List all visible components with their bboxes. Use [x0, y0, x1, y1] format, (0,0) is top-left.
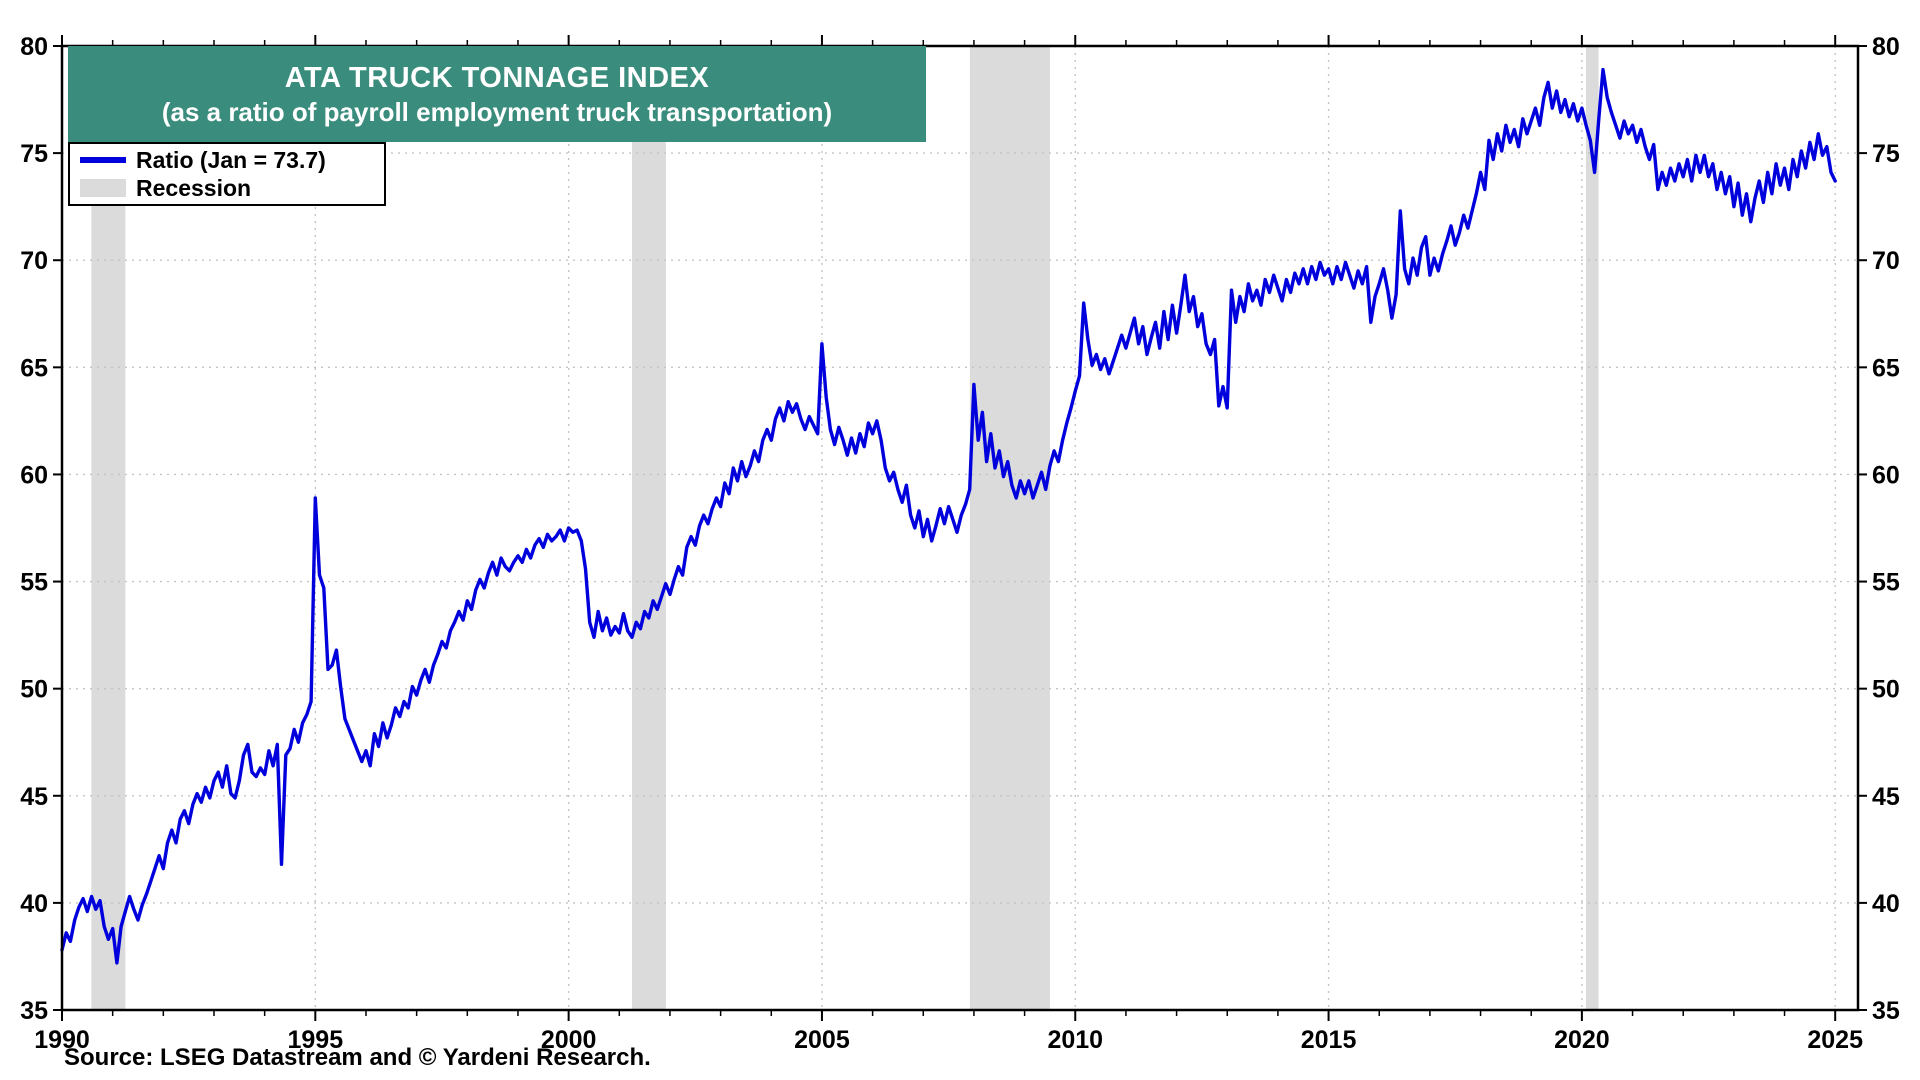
ratio-legend-label: Ratio (Jan = 73.7) [136, 146, 326, 173]
y-axis-label-right: 50 [1872, 676, 1900, 704]
legend-row-recession: Recession [80, 174, 384, 201]
y-axis-label-right: 55 [1872, 569, 1900, 597]
ratio-series-line [60, 67, 1837, 965]
x-axis-label: 1990 [34, 1026, 90, 1054]
recession-band [631, 46, 666, 1010]
ratio-line-swatch [80, 157, 126, 163]
y-axis-label-right: 45 [1872, 783, 1900, 811]
x-axis-label: 2000 [541, 1026, 597, 1054]
y-axis-label-right: 65 [1872, 354, 1900, 382]
y-axis-label-right: 60 [1872, 461, 1900, 489]
y-axis-label-left: 50 [20, 676, 48, 704]
recession-swatch [80, 179, 126, 197]
y-axis-label-right: 35 [1872, 997, 1900, 1025]
recession-band [1585, 46, 1599, 1010]
y-axis-label-left: 80 [20, 33, 48, 61]
legend: Ratio (Jan = 73.7) Recession [68, 142, 386, 206]
x-axis-label: 2020 [1554, 1026, 1610, 1054]
y-axis-label-left: 40 [20, 890, 48, 918]
x-axis-label: 2025 [1807, 1026, 1863, 1054]
legend-row-ratio: Ratio (Jan = 73.7) [80, 146, 384, 173]
x-axis-label: 2005 [794, 1026, 850, 1054]
y-axis-label-left: 70 [20, 247, 48, 275]
x-axis-label: 2010 [1047, 1026, 1103, 1054]
chart-subtitle: (as a ratio of payroll employment truck … [161, 96, 833, 127]
y-axis-label-left: 45 [20, 783, 48, 811]
y-axis-label-left: 75 [20, 140, 48, 168]
y-axis-label-right: 40 [1872, 890, 1900, 918]
x-axis-label: 2015 [1301, 1026, 1357, 1054]
y-axis-label-left: 65 [20, 354, 48, 382]
plot-border [60, 44, 1860, 1012]
y-axis-label-left: 55 [20, 569, 48, 597]
y-axis-label-right: 75 [1872, 140, 1900, 168]
chart-title-box: ATA TRUCK TONNAGE INDEX (as a ratio of p… [68, 46, 926, 142]
recession-band [91, 46, 126, 1010]
y-axis-label-left: 60 [20, 461, 48, 489]
recession-band [969, 46, 1050, 1010]
recession-legend-label: Recession [136, 174, 252, 201]
source-attribution: Source: LSEG Datastream and © Yardeni Re… [64, 1044, 651, 1071]
chart-title: ATA TRUCK TONNAGE INDEX [284, 61, 710, 94]
y-axis-label-right: 70 [1872, 247, 1900, 275]
y-axis-label-right: 80 [1872, 33, 1900, 61]
x-axis-label: 1995 [288, 1026, 344, 1054]
y-axis-label-left: 35 [20, 997, 48, 1025]
